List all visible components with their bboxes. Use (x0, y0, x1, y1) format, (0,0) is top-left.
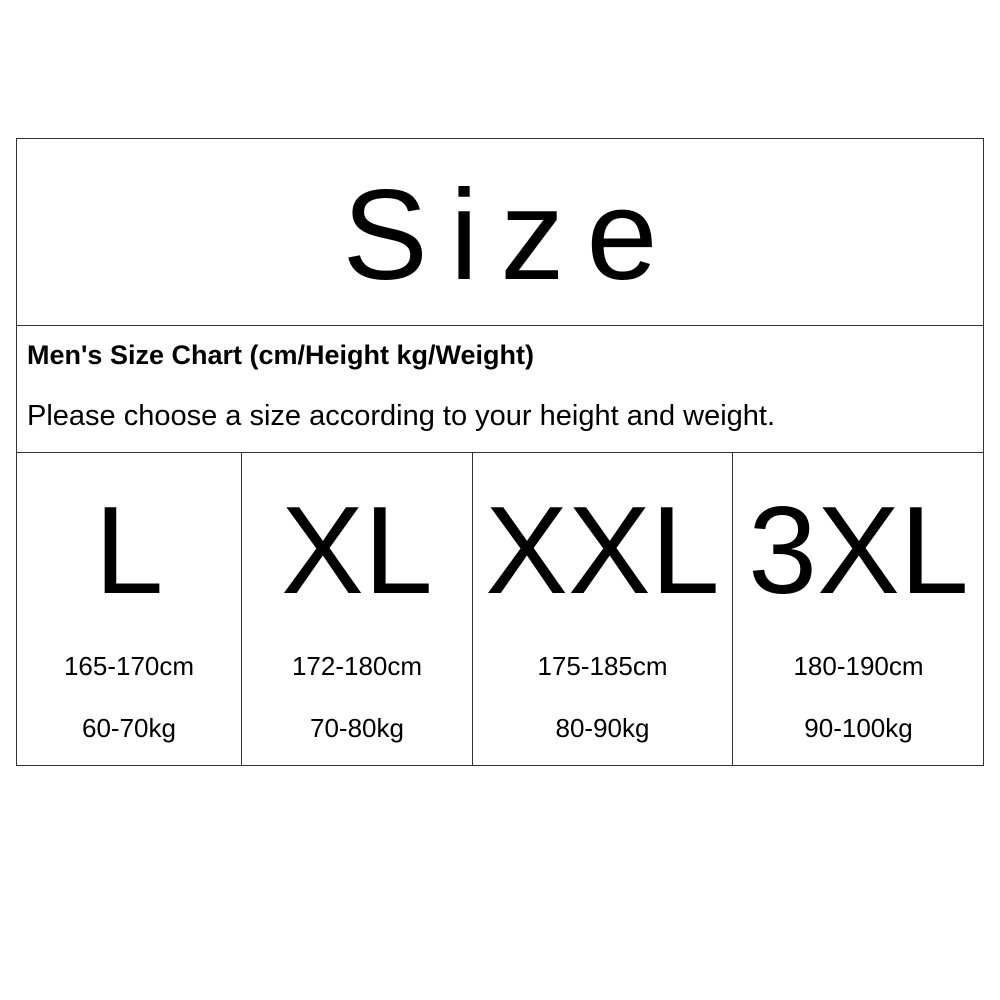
size-weight: 90-100kg (804, 713, 913, 743)
size-weight: 70-80kg (310, 713, 404, 743)
size-column-xxl: XXL 175-185cm 80-90kg (472, 453, 732, 765)
size-chart-table: Size Men's Size Chart (cm/Height kg/Weig… (16, 138, 984, 766)
size-height: 180-190cm (793, 651, 924, 681)
size-height: 172-180cm (291, 651, 423, 681)
size-height: 175-185cm (537, 651, 668, 681)
size-column-xl: XL 172-180cm 70-80kg (241, 453, 472, 765)
size-label: L (94, 482, 164, 620)
size-height: 165-170cm (63, 651, 195, 681)
size-label: XXL (485, 482, 720, 620)
size-weight: 80-90kg (555, 713, 650, 743)
size-label: XL (281, 482, 433, 620)
size-columns: L 165-170cm 60-70kg XL 172-180cm 70-80kg… (17, 453, 983, 765)
title-row: Size (17, 139, 983, 326)
chart-instruction: Please choose a size according to your h… (27, 400, 776, 432)
header-row: Men's Size Chart (cm/Height kg/Weight) P… (17, 326, 983, 453)
size-column-3xl: 3XL 180-190cm 90-100kg (732, 453, 984, 765)
size-weight: 60-70kg (82, 713, 176, 743)
page-title: Size (342, 164, 680, 307)
size-column-l: L 165-170cm 60-70kg (17, 453, 241, 765)
chart-heading: Men's Size Chart (cm/Height kg/Weight) (27, 340, 534, 370)
size-label: 3XL (748, 482, 969, 620)
